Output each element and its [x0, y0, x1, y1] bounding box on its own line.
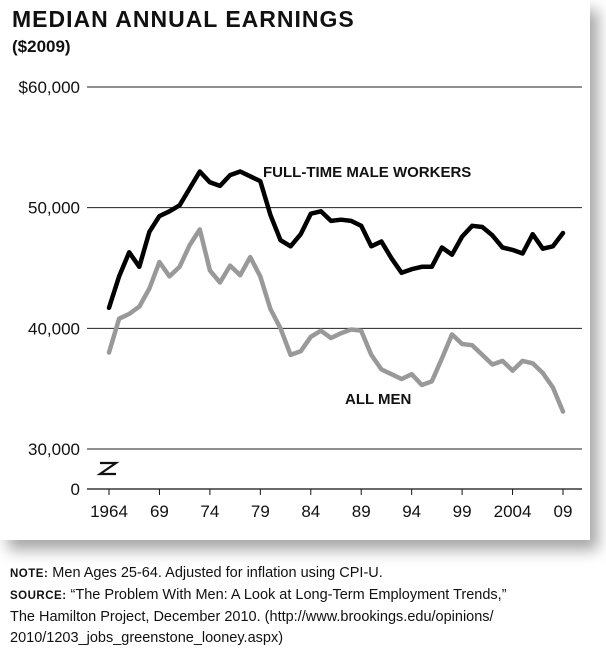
source-line-1: SOURCE: “The Problem With Men: A Look at… — [10, 585, 600, 607]
source-line-3: 2010/1203_jobs_greenstone_looney.aspx) — [10, 630, 284, 646]
note-line: NOTE: Men Ages 25-64. Adjusted for infla… — [10, 563, 600, 585]
note-tag: NOTE: — [10, 568, 49, 580]
y-tick-label: 30,000 — [28, 440, 80, 459]
x-tick-label: 99 — [453, 502, 472, 521]
x-tick-label: 69 — [150, 502, 169, 521]
x-tick-label: 79 — [251, 502, 270, 521]
axis-break-icon — [96, 461, 120, 476]
x-tick-label: 89 — [352, 502, 371, 521]
source-tag: SOURCE: — [10, 590, 67, 602]
series-label-all-men: ALL MEN — [345, 391, 411, 408]
x-tick-labels: 1964 69 74 79 84 89 94 99 2004 09 — [90, 502, 572, 521]
chart-subtitle: ($2009) — [12, 37, 71, 56]
source-text-1: “The Problem With Men: A Look at Long-Te… — [66, 587, 507, 603]
x-tick-label: 1964 — [90, 502, 128, 521]
series-line-all-men — [106, 227, 566, 414]
series-line-full-time-male-workers — [106, 169, 566, 311]
x-tick-label: 84 — [301, 502, 320, 521]
footnotes: NOTE: Men Ages 25-64. Adjusted for infla… — [10, 563, 600, 649]
line-chart: $60,000 50,000 40,000 30,000 0 1964 69 74 79 84 8… — [19, 78, 582, 521]
y-tick-label: 50,000 — [28, 199, 80, 218]
series-label-full-time: FULL-TIME MALE WORKERS — [263, 164, 471, 181]
y-tick-label: 0 — [71, 480, 80, 499]
note-text: Men Ages 25-64. Adjusted for inflation u… — [48, 565, 383, 581]
source-line-2: The Hamilton Project, December 2010. (ht… — [10, 609, 494, 625]
y-tick-label: $60,000 — [19, 78, 80, 97]
y-tick-label: 40,000 — [28, 319, 80, 338]
axis-break-icon — [96, 461, 120, 476]
x-tick-label: 09 — [554, 502, 573, 521]
x-axis — [87, 488, 582, 495]
x-tick-label: 94 — [402, 502, 421, 521]
x-tick-label: 2004 — [494, 502, 532, 521]
y-tick-labels: $60,000 50,000 40,000 30,000 0 — [19, 78, 80, 499]
x-tick-label: 74 — [200, 502, 219, 521]
gridlines — [87, 86, 582, 450]
chart-title: MEDIAN ANNUAL EARNINGS — [12, 6, 355, 32]
chart-card: MEDIAN ANNUAL EARNINGS ($2009) $60,000 50… — [12, 6, 582, 521]
series-lines — [106, 169, 566, 414]
